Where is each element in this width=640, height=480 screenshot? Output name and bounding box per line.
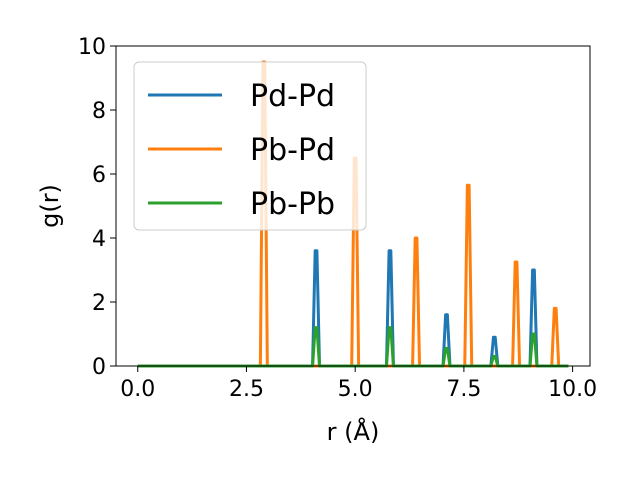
series-line-pd-pd (137, 249, 569, 368)
series-line-pb-pb (137, 326, 569, 368)
x-tick-label: 5.0 (338, 377, 373, 402)
x-axis-label: r (Å) (327, 417, 380, 446)
y-tick-label: 2 (92, 291, 106, 316)
x-tick-label: 10.0 (548, 377, 597, 402)
x-axis-ticks: 0.0 2.5 5.0 7.5 10.0 (120, 366, 597, 402)
legend-label: Pd-Pd (250, 79, 335, 114)
legend-label: Pb-Pd (250, 133, 335, 168)
y-tick-label: 0 (92, 355, 106, 380)
legend-label: Pb-Pb (250, 187, 335, 222)
y-tick-label: 6 (92, 163, 106, 188)
y-axis-label: g(r) (36, 184, 64, 228)
y-tick-label: 4 (92, 227, 106, 252)
y-tick-label: 10 (78, 35, 106, 60)
x-tick-label: 2.5 (229, 377, 264, 402)
y-axis-ticks: 0 2 4 6 8 10 (78, 35, 116, 380)
legend: Pd-Pd Pb-Pd Pb-Pb (133, 61, 367, 231)
axes-frame (115, 45, 591, 367)
y-tick-label: 8 (92, 99, 106, 124)
legend-box (133, 61, 367, 231)
x-tick-label: 0.0 (120, 377, 155, 402)
x-tick-label: 7.5 (446, 377, 481, 402)
